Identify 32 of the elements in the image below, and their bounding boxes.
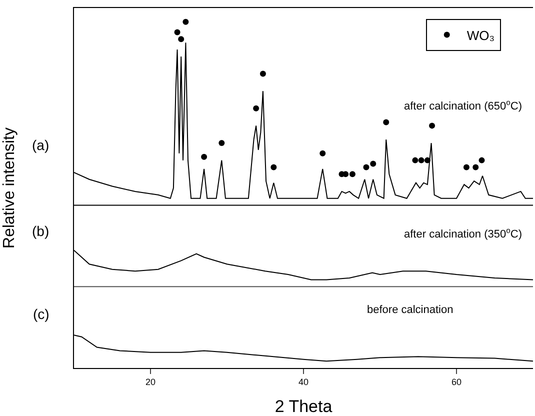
point [363, 164, 370, 170]
point [349, 171, 356, 178]
point [174, 29, 180, 36]
point [429, 122, 436, 129]
point [178, 36, 184, 42]
x-tick-label: 60 [451, 376, 462, 387]
point [424, 157, 430, 164]
x-axis-title: 2 Theta [274, 397, 333, 416]
point [383, 119, 390, 126]
text: (b) [32, 223, 50, 239]
y-axis-title: Relative intensity [0, 128, 18, 248]
point [201, 154, 208, 160]
point [463, 164, 470, 170]
point [418, 157, 424, 164]
x-tick-label: 20 [145, 376, 156, 387]
x-tick-label: 40 [298, 376, 309, 387]
annotation: after calcination (350$^{o}$C) [404, 226, 522, 241]
point [472, 164, 479, 170]
point [370, 160, 376, 167]
point [260, 70, 266, 77]
annotation: before calcination [367, 304, 454, 316]
point [478, 157, 485, 164]
legend-label: WO₃ [466, 28, 495, 43]
point [270, 164, 277, 170]
text: (c) [33, 306, 50, 322]
point [253, 105, 260, 112]
point [182, 18, 189, 25]
point [320, 150, 326, 156]
annotation: after calcination (650$^{o}$C) [404, 98, 522, 113]
point [412, 157, 418, 164]
text: (a) [32, 137, 50, 153]
point [218, 140, 225, 146]
